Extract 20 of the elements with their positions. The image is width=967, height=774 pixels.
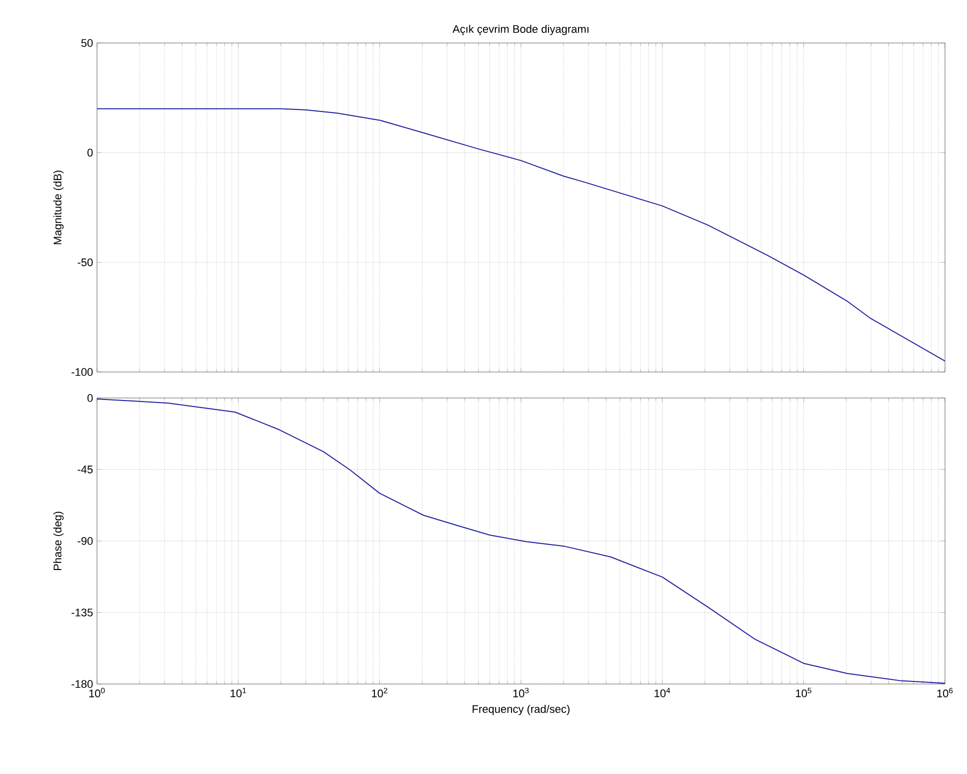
y-axis-title: Phase (deg) bbox=[53, 512, 64, 570]
x-tick-label: 10$^{3}$ bbox=[513, 688, 529, 698]
x-tick-label: 10$^{1}$ bbox=[230, 688, 246, 698]
x-tick-label: 10$^{2}$ bbox=[372, 688, 388, 698]
y-axis-title: Magnitude (dB) bbox=[53, 170, 64, 244]
y-tick-label: -180 bbox=[72, 680, 93, 688]
y-tick-label: 0 bbox=[87, 394, 93, 402]
y-tick-label: -50 bbox=[78, 258, 93, 266]
y-tick-label: -45 bbox=[78, 466, 93, 474]
y-tick-label: -100 bbox=[72, 368, 93, 376]
y-tick-label: -135 bbox=[72, 608, 93, 616]
x-axis-title: Frequency (rad/sec) bbox=[472, 704, 570, 716]
y-tick-label: 0 bbox=[87, 148, 93, 157]
x-tick-label: 10$^{0}$ bbox=[89, 688, 105, 698]
x-tick-label: 10$^{5}$ bbox=[796, 688, 812, 698]
x-tick-label: 10$^{6}$ bbox=[937, 688, 953, 698]
y-tick-label: -90 bbox=[78, 537, 93, 545]
x-tick-label: 10$^{4}$ bbox=[654, 688, 670, 698]
y-tick-label: 50 bbox=[81, 39, 93, 47]
chart-title: Açık çevrim Bode diyagramı bbox=[452, 24, 588, 36]
